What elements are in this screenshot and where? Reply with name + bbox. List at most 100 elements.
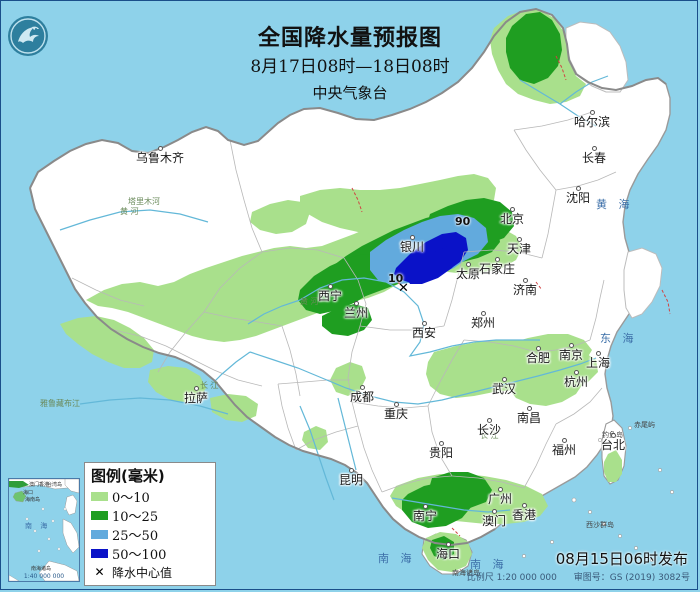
city-name: 乌鲁木齐 (136, 151, 185, 165)
city-name: 太原 (456, 267, 481, 281)
south-china-sea-inset-map: 南 海 台湾岛 海口 海南岛 澳门 香港 南海诸岛 1:40 000 000 (8, 478, 80, 582)
city-marker-icon (561, 438, 567, 443)
map-scale-text: 比例尺 1:20 000 000 (466, 573, 557, 583)
issuing-agency: 中央气象台 (312, 84, 388, 102)
city-marker-icon (327, 284, 333, 289)
city-name: 杭州 (564, 375, 589, 389)
city-marker-icon (421, 321, 427, 326)
city-label-3: 沈阳 (566, 186, 590, 204)
city-marker-icon (445, 542, 451, 547)
island-label-3: 南海诸岛 (452, 569, 480, 577)
city-marker-icon (494, 257, 500, 262)
city-marker-icon (575, 186, 581, 191)
city-name: 合肥 (526, 351, 551, 365)
city-marker-icon (480, 311, 486, 316)
legend-label-2: 25～50 (112, 529, 159, 544)
legend-swatch-1 (91, 511, 108, 520)
city-marker-icon (535, 346, 541, 351)
city-label-19: 重庆 (384, 402, 408, 420)
city-name: 澳门 (482, 514, 507, 528)
forecast-period: 8月17日08时—18日08时 (250, 57, 450, 77)
city-name: 沈阳 (566, 191, 591, 205)
city-name: 天津 (507, 242, 532, 256)
legend-row-2: 25～50 (91, 525, 209, 544)
city-marker-icon (522, 278, 528, 283)
inset-sea-name: 南 海 (25, 522, 51, 530)
legend-row-center-value: ✕ 降水中心值 (91, 563, 209, 582)
legend-label-1: 10～25 (112, 510, 159, 525)
admin-dashes (351, 55, 671, 537)
city-label-10: 西宁 (318, 284, 342, 302)
sea-label-1: 东 海 (600, 332, 638, 345)
footer-meta: 比例尺 1:20 000 000 审图号：GS (2019) 3082号 (453, 570, 690, 583)
inset-label-taiwan: 台湾岛 (47, 482, 63, 488)
city-marker-icon (353, 301, 359, 306)
legend-row-0: 0～10 (91, 487, 209, 506)
neighbour-korea (623, 247, 663, 319)
legend-swatch-3 (91, 549, 108, 558)
city-marker-icon (521, 503, 527, 508)
city-name: 郑州 (471, 316, 496, 330)
city-marker-icon (509, 207, 515, 212)
city-label-22: 长沙 (477, 418, 501, 436)
city-marker-icon (422, 504, 428, 509)
city-marker-icon (193, 386, 199, 391)
city-label-23: 拉萨 (184, 386, 208, 404)
city-marker-icon (497, 487, 503, 492)
river-label-1: 塔里木河 (128, 197, 160, 206)
legend-swatch-2 (91, 530, 108, 539)
inset-label-haikou: 海口 (23, 490, 34, 496)
city-label-18: 成都 (350, 385, 374, 403)
island-label-1: 赤尾屿 (634, 421, 655, 429)
legend-swatch-0 (91, 492, 108, 501)
city-marker-icon (359, 385, 365, 390)
city-name: 北京 (500, 212, 525, 226)
legend-title: 图例(毫米) (91, 467, 165, 485)
city-label-28: 广州 (488, 487, 512, 505)
legend-label-0: 0～10 (112, 491, 150, 506)
page-title: 全国降水量预报图 (257, 26, 442, 51)
legend-rows: 0～10 10～25 25～50 50～100 (91, 487, 209, 563)
city-name: 武汉 (492, 382, 517, 396)
legend-row-1: 10～25 (91, 506, 209, 525)
city-marker-icon (501, 377, 507, 382)
city-name: 长沙 (477, 423, 502, 437)
city-name: 香港 (512, 508, 537, 522)
city-marker-icon (486, 418, 492, 423)
city-label-11: 兰州 (344, 301, 368, 319)
city-marker-icon (573, 370, 579, 375)
city-label-27: 台北 (601, 433, 625, 451)
city-label-14: 合肥 (526, 346, 550, 364)
legend-panel: 图例(毫米) 0～10 10～25 25～50 50～100 ✕ 降水中心值 (84, 462, 216, 586)
city-label-32: 海口 (436, 542, 460, 560)
river-label-4: 黄 河 (300, 297, 319, 306)
city-label-17: 杭州 (564, 370, 588, 388)
inset-label-macau: 澳门 (29, 482, 40, 488)
city-label-16: 上海 (586, 351, 610, 369)
city-marker-icon (591, 146, 597, 151)
city-label-5: 天津 (507, 237, 531, 255)
city-marker-icon (157, 146, 163, 151)
cma-dragon-logo-icon (6, 14, 50, 58)
city-label-25: 昆明 (339, 468, 363, 486)
zone-50-100 (394, 232, 468, 284)
city-name: 南京 (559, 348, 584, 362)
city-name: 南宁 (413, 509, 438, 523)
city-name: 哈尔滨 (574, 115, 611, 129)
city-marker-icon (595, 351, 601, 356)
inset-scale-text: 1:40 000 000 (23, 573, 65, 580)
city-name: 贵阳 (429, 446, 454, 460)
contour-value-0: 90 (455, 215, 471, 228)
city-label-6: 银川 (400, 235, 424, 253)
river-label-5: 长 江 (480, 431, 499, 440)
province-borders (71, 111, 617, 493)
south-china-sea-islands (522, 426, 674, 562)
rivers (59, 75, 609, 513)
city-name: 济南 (513, 283, 538, 297)
city-label-21: 南昌 (517, 406, 541, 424)
city-label-29: 南宁 (413, 504, 437, 522)
city-label-9: 济南 (513, 278, 537, 296)
city-name: 西宁 (318, 289, 343, 303)
city-name: 石家庄 (479, 262, 516, 276)
